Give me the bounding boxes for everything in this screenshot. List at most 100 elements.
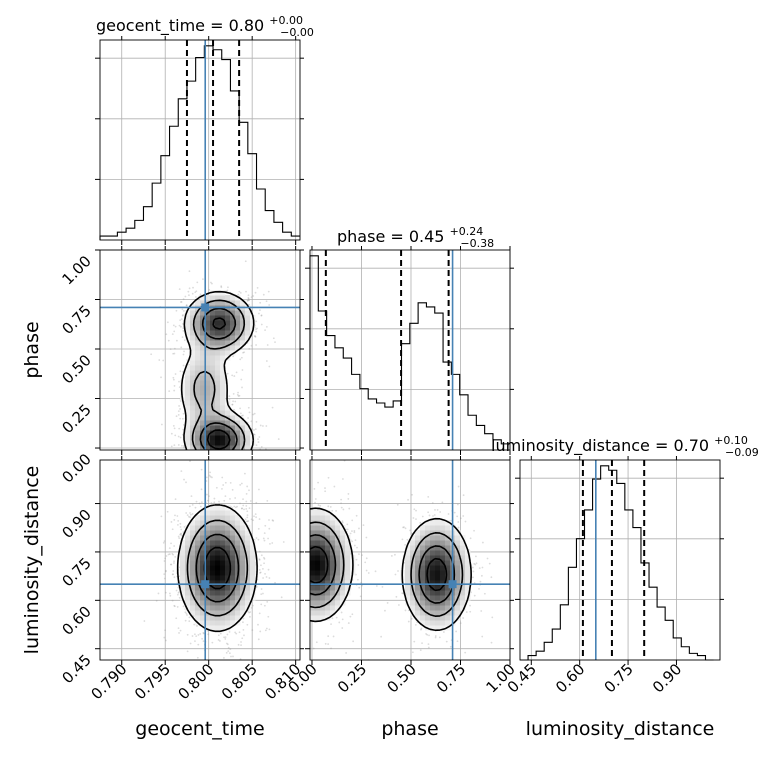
density-cell [215, 380, 221, 386]
density-cell [215, 290, 221, 296]
sample-point [185, 612, 188, 615]
density-cell [220, 550, 226, 556]
sample-point [173, 385, 176, 387]
sample-point [232, 453, 234, 455]
density-cell [210, 560, 216, 566]
sample-point [259, 571, 262, 574]
sample-point [303, 601, 305, 603]
sample-point [420, 628, 422, 631]
sample-point [264, 629, 267, 632]
sample-point [202, 631, 205, 634]
sample-point [427, 643, 430, 646]
sample-point [290, 598, 292, 600]
sample-point [253, 429, 255, 431]
sample-point [186, 633, 189, 636]
density-cell [230, 565, 236, 571]
sample-point [330, 623, 332, 626]
sample-point [160, 515, 163, 518]
sample-point [265, 360, 268, 362]
sample-point [306, 583, 308, 585]
sample-point [182, 314, 184, 316]
sample-point [292, 546, 294, 548]
sample-point [246, 299, 249, 302]
sample-point [199, 462, 201, 464]
density-cell [235, 415, 241, 421]
sample-point [306, 534, 308, 536]
sample-point [301, 592, 303, 594]
density-cell [190, 390, 196, 396]
sample-point [238, 452, 240, 454]
density-cell [200, 595, 206, 601]
density-cell [195, 300, 201, 306]
sample-point [239, 484, 242, 486]
density-cell [185, 395, 191, 401]
sample-point [241, 369, 244, 371]
sample-point [345, 652, 348, 654]
density-cell [195, 585, 201, 591]
density-cell [205, 375, 211, 381]
sample-point [202, 453, 204, 455]
sample-point [243, 351, 246, 354]
density-cell [195, 570, 201, 576]
panel-content [100, 250, 300, 464]
density-cell [250, 570, 256, 576]
sample-point [164, 629, 166, 632]
density-cell [235, 310, 241, 316]
sample-point [265, 300, 268, 303]
density-cell [185, 445, 191, 450]
density-cell [245, 430, 251, 436]
density-cell [230, 425, 236, 431]
sample-point [209, 475, 212, 478]
sample-point [324, 487, 326, 489]
density-cell [220, 595, 226, 601]
density-cell [195, 340, 201, 346]
sample-point [182, 605, 185, 608]
sample-point [196, 281, 199, 284]
sample-point [208, 288, 211, 291]
sample-point [168, 547, 171, 550]
sample-point [194, 291, 197, 294]
density-cell [250, 580, 256, 586]
density-cell [235, 545, 241, 551]
density-cell [230, 320, 236, 326]
sample-point [150, 353, 153, 356]
sample-point [155, 599, 158, 602]
sample-point [457, 521, 460, 523]
density-cell [215, 535, 221, 541]
sample-point [305, 560, 307, 562]
sample-point [173, 330, 176, 333]
sample-point [179, 526, 182, 528]
sample-point [173, 560, 175, 563]
sample-point [365, 536, 368, 539]
sample-point [157, 592, 160, 595]
sample-point [178, 288, 181, 290]
sample-point [285, 514, 287, 516]
density-cell [185, 530, 191, 536]
sample-point [308, 575, 310, 577]
sample-point [264, 572, 266, 575]
sample-point [265, 576, 268, 578]
sample-point [226, 643, 229, 646]
density-cell [220, 375, 226, 381]
sample-point [259, 630, 262, 633]
density-cell [210, 545, 216, 551]
density-cell [185, 370, 191, 376]
density-cell [245, 585, 251, 591]
sample-point [227, 455, 229, 457]
density-cell [205, 355, 211, 361]
sample-point [195, 461, 197, 463]
sample-point [194, 296, 197, 298]
sample-point [161, 458, 163, 460]
sample-point [374, 570, 377, 573]
density-cell [210, 350, 216, 356]
sample-point [202, 461, 204, 463]
sample-point [188, 451, 190, 453]
sample-point [258, 436, 261, 438]
sample-point [216, 452, 218, 454]
sample-point [414, 623, 417, 626]
sample-point [244, 518, 247, 521]
sample-point [240, 641, 242, 643]
axes-frame [99, 249, 301, 451]
sample-point [375, 585, 378, 587]
sample-point [395, 595, 398, 598]
